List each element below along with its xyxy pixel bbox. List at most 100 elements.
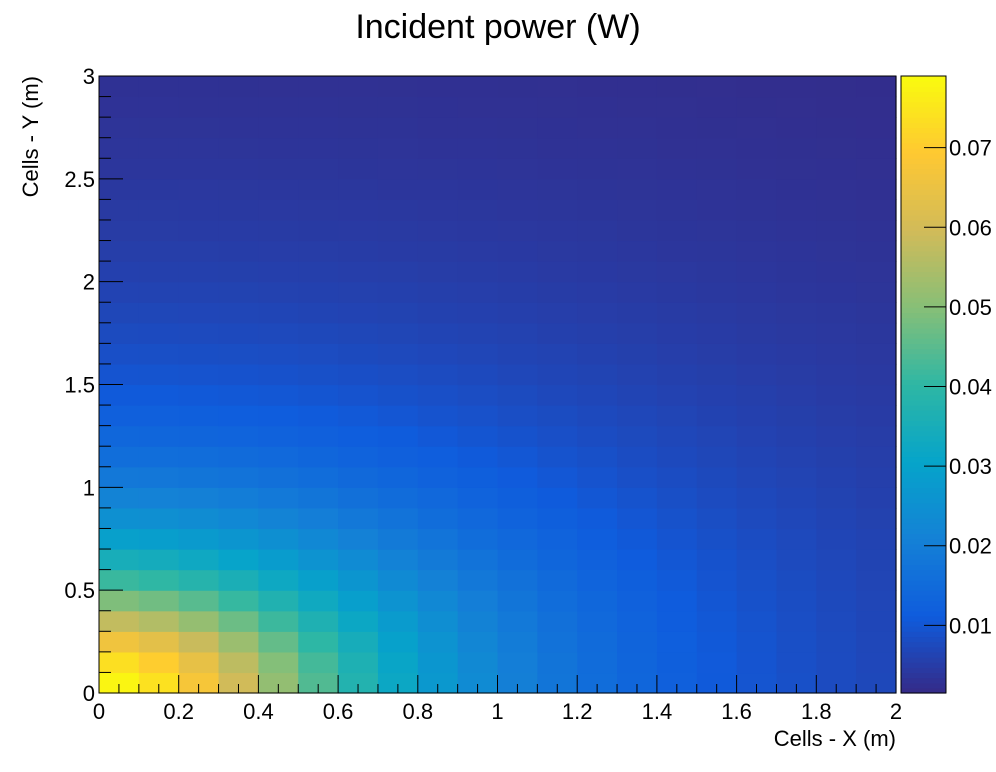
heatmap-cell (497, 487, 538, 509)
heatmap-cell (178, 672, 220, 694)
colorbar-segment (901, 240, 946, 247)
colorbar-segment (901, 199, 946, 206)
heatmap-cell (457, 137, 499, 159)
heatmap-cell (497, 610, 538, 632)
heatmap-cell (218, 343, 259, 365)
heatmap-cell (497, 96, 538, 118)
heatmap-cell (856, 363, 897, 386)
heatmap-cell (696, 590, 738, 612)
colorbar-segment (901, 86, 946, 93)
heatmap-cell (577, 549, 618, 571)
heatmap-cell (338, 446, 379, 468)
heatmap-cell (417, 507, 459, 530)
heatmap-cell (776, 672, 817, 694)
heatmap-cell (338, 631, 379, 653)
x-axis: 0 0.2 0.4 0.6 0.8 1 1.2 1.4 1.6 1.8 2 (93, 675, 902, 724)
heatmap-cell (736, 240, 778, 262)
heatmap-cell (696, 343, 738, 365)
heatmap-cell (497, 137, 538, 159)
heatmap-cell (457, 610, 499, 632)
heatmap-cell (338, 240, 379, 262)
heatmap-cell (696, 281, 738, 303)
colorbar-segment (901, 425, 946, 432)
heatmap-cell (138, 96, 180, 118)
heatmap-cell (816, 528, 857, 550)
y-tick-label: 2 (83, 270, 95, 295)
colorbar-segment (901, 266, 946, 272)
colorbar-segment (901, 497, 946, 504)
heatmap-cell (856, 117, 897, 139)
heatmap-cell (856, 590, 897, 612)
heatmap-cell (537, 569, 578, 591)
heatmap-cell (656, 672, 698, 694)
heatmap-cell (656, 219, 698, 242)
colorbar-segment (901, 142, 946, 149)
colorbar-segment (901, 281, 946, 288)
heatmap-cell (656, 96, 698, 118)
heatmap-cell (497, 507, 538, 530)
heatmap-cell (497, 672, 538, 694)
heatmap-cell (99, 117, 140, 139)
heatmap-cell (138, 466, 180, 488)
heatmap-cell (258, 199, 299, 221)
heatmap-cell (856, 343, 897, 365)
heatmap-cell (497, 240, 538, 262)
heatmap-cell (99, 590, 140, 612)
heatmap-cell (457, 261, 499, 283)
heatmap-cell (338, 137, 379, 159)
heatmap-cell (856, 528, 897, 550)
heatmap-cell (138, 302, 180, 324)
x-axis-label: Cells - X (m) (774, 726, 896, 751)
heatmap-cell (338, 384, 379, 406)
heatmap-cell (338, 302, 379, 324)
heatmap-cell (696, 672, 738, 694)
heatmap-cell (816, 199, 857, 221)
colorbar-segment (901, 209, 946, 216)
colorbar-segment (901, 389, 946, 396)
heatmap-cell (537, 405, 578, 427)
heatmap-cell (218, 302, 259, 324)
heatmap-cell (218, 631, 259, 653)
heatmap-cell (377, 219, 419, 242)
heatmap-cell (537, 651, 578, 674)
heatmap-cell (776, 631, 817, 653)
heatmap-cell (577, 76, 618, 98)
heatmap-cell (258, 405, 299, 427)
heatmap-cell (377, 343, 419, 365)
heatmap-cell (99, 322, 140, 344)
colorbar-segment (901, 122, 946, 129)
heatmap-cell (457, 425, 499, 447)
heatmap-cell (497, 343, 538, 365)
heatmap-cell (178, 384, 220, 406)
heatmap-cell (377, 199, 419, 221)
heatmap-cell (497, 590, 538, 612)
heatmap-cell (656, 405, 698, 427)
colorbar-segment (901, 302, 946, 308)
heatmap-cell (696, 507, 738, 530)
heatmap-cell (178, 528, 220, 550)
heatmap-cell (377, 281, 419, 303)
heatmap-cell (856, 507, 897, 530)
heatmap-cell (298, 363, 339, 386)
heatmap-cell (776, 405, 817, 427)
heatmap-cell (298, 590, 339, 612)
heatmap-cell (537, 281, 578, 303)
heatmap-cell (856, 76, 897, 98)
heatmap-cell (656, 281, 698, 303)
heatmap-cell (856, 302, 897, 324)
heatmap-cell (696, 487, 738, 509)
heatmap-cell (138, 219, 180, 242)
heatmap-cell (258, 425, 299, 447)
heatmap-cell (457, 240, 499, 262)
heatmap-cell (377, 302, 419, 324)
heatmap-cell (258, 322, 299, 344)
heatmap-cell (577, 446, 618, 468)
heatmap-cell (218, 610, 259, 632)
heatmap-cell (537, 425, 578, 447)
heatmap-cell (417, 158, 459, 180)
heatmap-cell (417, 199, 459, 221)
heatmap-cell (736, 446, 778, 468)
heatmap-cell (776, 240, 817, 262)
colorbar-segment (901, 507, 946, 514)
heatmap-cell (856, 425, 897, 447)
